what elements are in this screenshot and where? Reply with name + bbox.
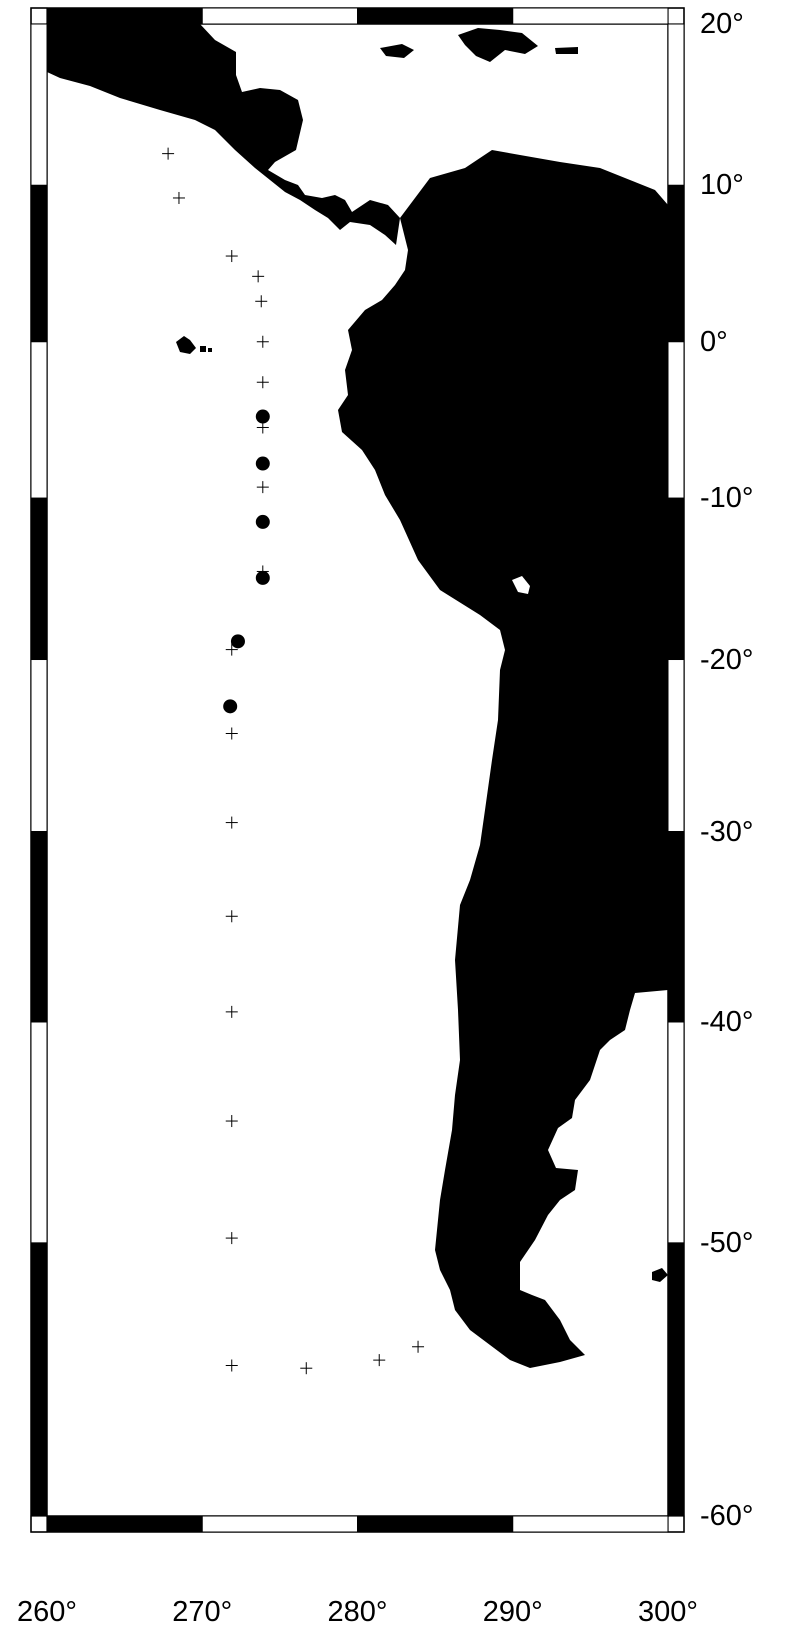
jamaica — [380, 44, 414, 58]
frame-segment-left — [30, 831, 48, 1023]
station-cross — [256, 335, 269, 348]
station-cross — [256, 376, 269, 389]
frame-segment-bottom — [46, 1515, 203, 1533]
frame-segment-top — [357, 7, 514, 25]
frame-segment-left — [30, 659, 48, 833]
station-cross — [225, 1005, 238, 1018]
frame-segment-bottom — [512, 1515, 669, 1533]
station-cross — [162, 147, 175, 160]
dot-stations — [223, 409, 270, 714]
frame-segment-right — [667, 659, 685, 833]
station-cross — [225, 816, 238, 829]
hispaniola — [458, 28, 538, 62]
station-dot — [230, 634, 245, 649]
lake-titicaca — [512, 576, 530, 594]
station-cross — [225, 910, 238, 923]
station-cross — [300, 1362, 313, 1375]
station-cross — [225, 1359, 238, 1372]
lat-tick-label: 10° — [700, 169, 744, 202]
station-dot — [255, 409, 270, 424]
frame-segment-left — [30, 1242, 48, 1517]
frame-segment-left — [30, 1021, 48, 1244]
falkland-islands — [652, 1268, 668, 1282]
station-cross — [373, 1354, 386, 1367]
frame-segment-top — [46, 7, 203, 25]
station-cross — [225, 250, 238, 263]
puerto-rico — [555, 47, 578, 54]
frame-segment-left — [30, 23, 48, 186]
frame-segment-top — [512, 7, 669, 25]
lon-tick-label: 300° — [638, 1596, 698, 1628]
station-cross — [225, 1115, 238, 1128]
map-frame — [30, 7, 685, 1533]
lon-tick-label: 260° — [17, 1596, 77, 1628]
frame-segment-bottom — [357, 1515, 514, 1533]
station-cross — [252, 270, 265, 283]
station-cross — [412, 1340, 425, 1353]
cross-stations — [162, 147, 425, 1375]
station-cross — [225, 727, 238, 740]
frame-segment-left — [30, 497, 48, 661]
station-cross — [172, 191, 185, 204]
lon-tick-label: 280° — [327, 1596, 388, 1628]
lat-tick-label: 20° — [700, 8, 744, 40]
lat-tick-label: 0° — [700, 325, 728, 358]
central-america — [47, 24, 400, 245]
lat-tick-label: -10° — [700, 482, 754, 515]
station-cross — [255, 295, 268, 308]
frame-segment-right — [667, 23, 685, 186]
station-dot — [223, 699, 238, 714]
frame-segment-top — [201, 7, 358, 25]
station-cross — [225, 643, 238, 656]
lat-tick-label: -40° — [700, 1005, 754, 1038]
frame-segment-bottom — [201, 1515, 358, 1533]
south-america — [338, 150, 668, 1368]
frame-segment-right — [667, 1242, 685, 1517]
land-masses — [47, 24, 668, 1368]
lon-tick-label: 270° — [172, 1596, 233, 1628]
frame-segment-right — [667, 831, 685, 1023]
station-cross — [256, 481, 269, 494]
lat-tick-label: -50° — [700, 1226, 754, 1259]
frame-segment-right — [667, 497, 685, 661]
frame-segment-right — [667, 1021, 685, 1244]
lat-tick-label: -20° — [700, 643, 754, 676]
frame-segment-right — [667, 341, 685, 499]
galapagos-islands — [176, 336, 212, 354]
station-dot — [255, 456, 270, 471]
lon-tick-label: 290° — [482, 1596, 543, 1628]
frame-segment-left — [30, 184, 48, 343]
station-cross — [225, 1232, 238, 1245]
frame-segment-left — [30, 341, 48, 499]
station-dot — [255, 570, 270, 585]
lat-tick-label: -30° — [700, 815, 754, 848]
cuba — [102, 24, 200, 52]
frame-segment-right — [667, 184, 685, 343]
station-dot — [255, 514, 270, 529]
lat-tick-label: -60° — [700, 1500, 754, 1532]
